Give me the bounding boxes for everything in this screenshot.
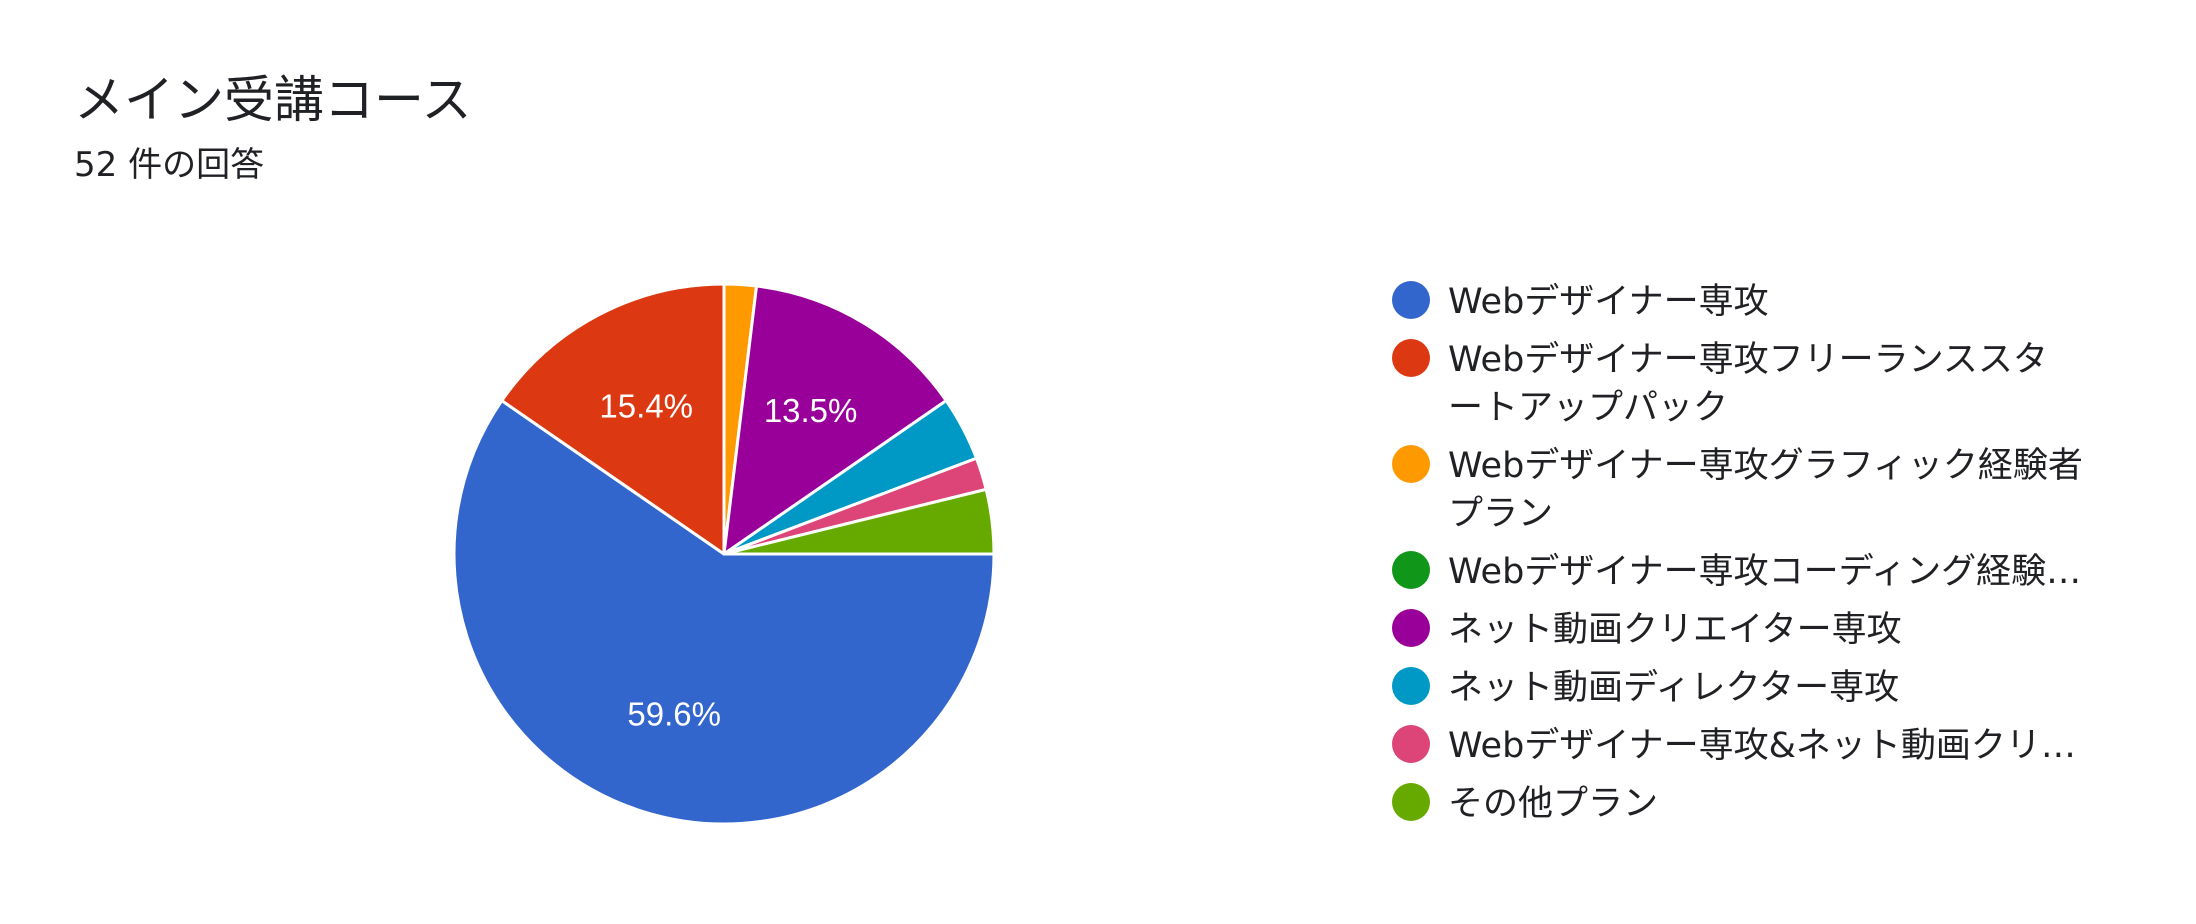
legend-label-line: Webデザイナー専攻 [1448,282,1769,322]
legend-swatch [1392,667,1430,705]
legend-label: Webデザイナー専攻 [1448,278,2088,326]
legend-label-line: Webデザイナー専攻フリーランススタ [1448,340,2048,380]
legend-swatch [1392,445,1430,483]
response-count: 52 件の回答 [74,145,265,185]
pie-slice[interactable] [722,487,996,556]
legend-label-line: Webデザイナー専攻コーディング経験… [1448,552,2082,592]
pie-chart: 59.6% 15.4% 13.5% [452,282,996,826]
legend-label: Webデザイナー専攻&ネット動画クリ… [1448,722,2088,770]
pie-slice[interactable] [452,399,996,826]
legend-swatch [1392,609,1430,647]
legend-label-line: ネット動画クリエイター専攻 [1448,610,1902,650]
legend-swatch [1392,339,1430,377]
legend-swatch [1392,725,1430,763]
legend-label: Webデザイナー専攻フリーランススタ ートアップパック [1448,336,2088,432]
legend-swatch [1392,551,1430,589]
legend-swatch [1392,783,1430,821]
legend-swatch [1392,281,1430,319]
legend-label-line: ネット動画ディレクター専攻 [1448,668,1900,708]
legend-label: ネット動画クリエイター専攻 [1448,606,2088,654]
legend-label-line: Webデザイナー専攻&ネット動画クリ… [1448,726,2076,766]
legend-label-line: プラン [1448,494,1554,534]
legend-label-line: Webデザイナー専攻グラフィック経験者 [1448,446,2083,486]
legend-label: Webデザイナー専攻コーディング経験… [1448,548,2088,596]
chart-legend: Webデザイナー専攻 Webデザイナー専攻フリーランススタ ートアップパック Webデ… [1392,0,2112,924]
legend-label: ネット動画ディレクター専攻 [1448,664,2088,712]
chart-title: メイン受講コース [74,71,472,129]
pie-slice[interactable] [500,282,726,556]
legend-label-line: その他プラン [1448,784,1659,824]
pie-slice[interactable] [722,284,948,556]
legend-label: その他プラン [1448,780,2088,828]
legend-label: Webデザイナー専攻グラフィック経験者 プラン [1448,442,2088,538]
legend-label-line: ートアップパック [1448,388,1729,428]
slice-percent-label: 59.6% [627,695,721,732]
slice-percent-label: 13.5% [764,392,858,429]
slice-percent-label: 15.4% [599,387,693,424]
